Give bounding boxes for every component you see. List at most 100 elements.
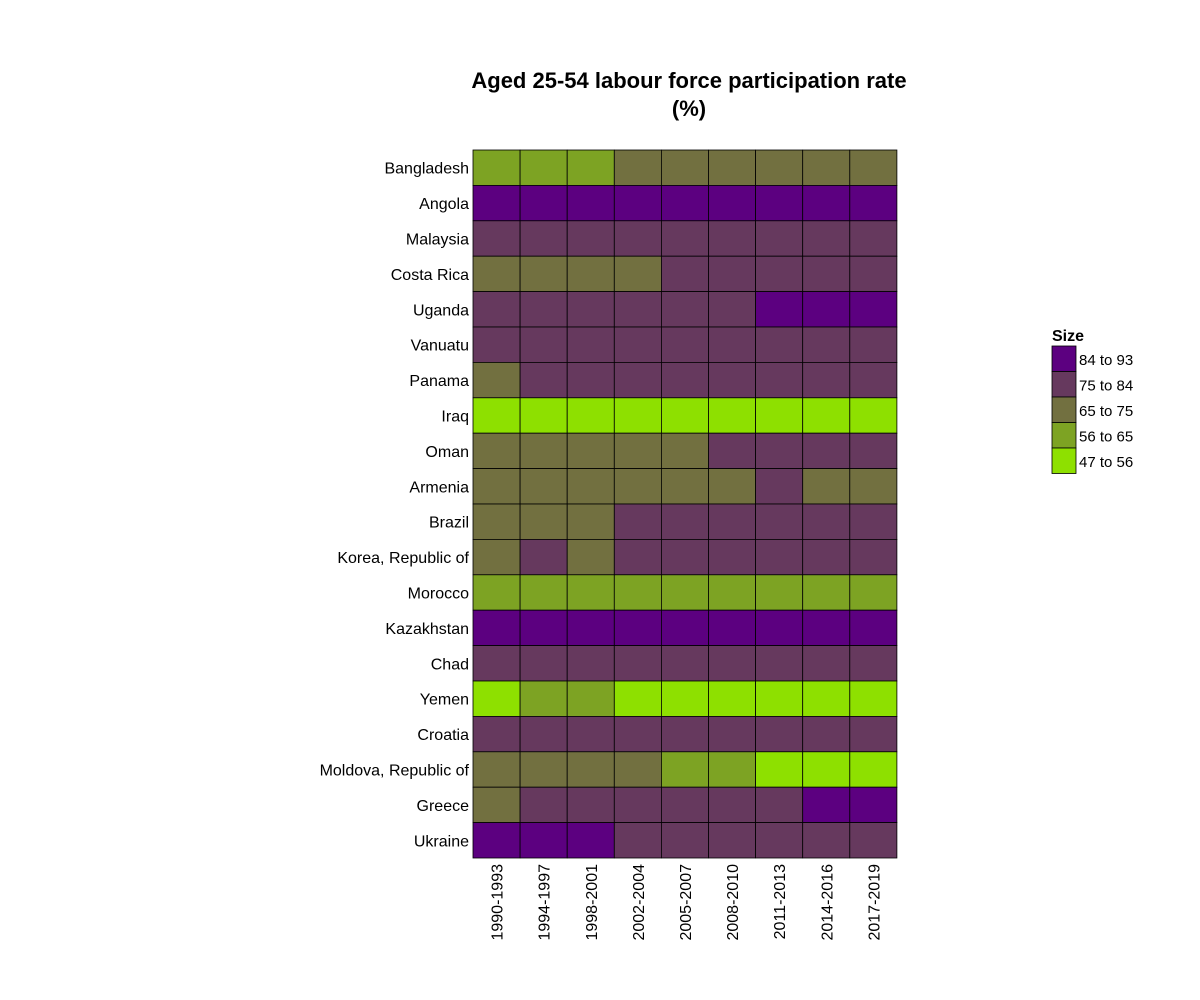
- heatmap-cell: [708, 149, 756, 186]
- heatmap-cell: [566, 503, 615, 540]
- heatmap-cell: [802, 468, 851, 505]
- heatmap-cell: [613, 539, 662, 576]
- heatmap-cell: [613, 680, 662, 717]
- heatmap-cell: [566, 220, 615, 257]
- heatmap-cell: [472, 503, 521, 540]
- heatmap-cell: [613, 432, 662, 470]
- heatmap-cell: [849, 539, 898, 576]
- legend-swatch: [1051, 447, 1077, 474]
- heatmap-cell: [519, 539, 568, 576]
- heatmap-cell: [613, 716, 662, 753]
- heatmap-cell: [755, 716, 804, 753]
- x-tick-label: 2011-2013: [772, 864, 789, 939]
- heatmap-cell: [472, 574, 521, 611]
- heatmap-cell: [472, 255, 521, 293]
- heatmap-cell: [755, 468, 804, 505]
- heatmap-cell: [849, 149, 898, 186]
- heatmap-cell: [708, 468, 756, 505]
- y-tick-label: Ukraine: [414, 833, 469, 850]
- heatmap-cell: [802, 432, 851, 470]
- heatmap-cell: [613, 468, 662, 505]
- heatmap-cell: [802, 609, 851, 647]
- y-tick-label: Costa Rica: [391, 267, 469, 284]
- x-tick-label: 2008-2010: [725, 864, 742, 941]
- heatmap-cell: [708, 822, 756, 859]
- heatmap-cell: [708, 751, 756, 788]
- heatmap-cell: [661, 574, 709, 611]
- heatmap-cell: [472, 184, 521, 222]
- heatmap-cell: [802, 397, 851, 434]
- heatmap-cell: [755, 326, 804, 363]
- heatmap-cell: [519, 432, 568, 470]
- heatmap-cell: [613, 397, 662, 434]
- heatmap-cell: [566, 326, 615, 363]
- heatmap-cell: [566, 716, 615, 753]
- heatmap-cell: [849, 751, 898, 788]
- y-tick-label: Iraq: [441, 409, 469, 426]
- heatmap-cell: [661, 786, 709, 824]
- heatmap-cell: [519, 645, 568, 682]
- heatmap-cell: [849, 432, 898, 470]
- heatmap-cell: [519, 786, 568, 824]
- heatmap-cell: [755, 503, 804, 540]
- heatmap-cell: [472, 432, 521, 470]
- heatmap-cell: [613, 255, 662, 293]
- heatmap-cell: [708, 432, 756, 470]
- heatmap-cell: [566, 609, 615, 647]
- heatmap-cell: [519, 255, 568, 293]
- heatmap-cell: [849, 255, 898, 293]
- heatmap-cell: [708, 220, 756, 257]
- heatmap-cell: [519, 574, 568, 611]
- heatmap-cell: [755, 751, 804, 788]
- heatmap-cell: [661, 255, 709, 293]
- y-tick-label: Armenia: [409, 479, 469, 496]
- heatmap-cell: [849, 220, 898, 257]
- legend-label: 56 to 65: [1079, 429, 1133, 446]
- heatmap-cell: [802, 361, 851, 399]
- heatmap-cell: [755, 220, 804, 257]
- heatmap-cell: [802, 503, 851, 540]
- heatmap-cell: [566, 786, 615, 824]
- x-tick-label: 2005-2007: [678, 864, 695, 941]
- heatmap-cell: [613, 326, 662, 363]
- heatmap-cell: [661, 539, 709, 576]
- heatmap-cell: [755, 786, 804, 824]
- x-tick-label: 2017-2019: [866, 864, 883, 941]
- heatmap-cell: [566, 680, 615, 717]
- legend-label: 65 to 75: [1079, 403, 1133, 420]
- heatmap-cell: [708, 645, 756, 682]
- x-tick-label: 2014-2016: [819, 864, 836, 941]
- heatmap-cell: [708, 503, 756, 540]
- heatmap-cell: [802, 716, 851, 753]
- heatmap-cell: [802, 291, 851, 328]
- heatmap-cell: [802, 220, 851, 257]
- heatmap-cell: [519, 503, 568, 540]
- legend-swatch: [1051, 396, 1077, 423]
- heatmap-cell: [613, 822, 662, 859]
- heatmap-cell: [802, 255, 851, 293]
- heatmap-cell: [661, 503, 709, 540]
- heatmap-cell: [661, 751, 709, 788]
- y-tick-label: Moldova, Republic of: [320, 763, 470, 780]
- heatmap-cell: [849, 397, 898, 434]
- legend-label: 84 to 93: [1079, 352, 1133, 369]
- heatmap-cell: [472, 786, 521, 824]
- chart-title-line2: (%): [671, 96, 707, 121]
- heatmap-cell: [661, 680, 709, 717]
- heatmap-cell: [566, 361, 615, 399]
- heatmap-cell: [755, 574, 804, 611]
- y-tick-label: Greece: [417, 798, 470, 815]
- heatmap-cell: [802, 786, 851, 824]
- heatmap-cell: [849, 503, 898, 540]
- heatmap-cell: [566, 397, 615, 434]
- heatmap-cell: [849, 326, 898, 363]
- heatmap-cell: [566, 751, 615, 788]
- heatmap-cell: [472, 149, 521, 186]
- heatmap-cell: [566, 291, 615, 328]
- heatmap-cell: [755, 291, 804, 328]
- heatmap-cell: [849, 786, 898, 824]
- heatmap-cell: [849, 609, 898, 647]
- heatmap-cell: [661, 468, 709, 505]
- heatmap-cell: [472, 468, 521, 505]
